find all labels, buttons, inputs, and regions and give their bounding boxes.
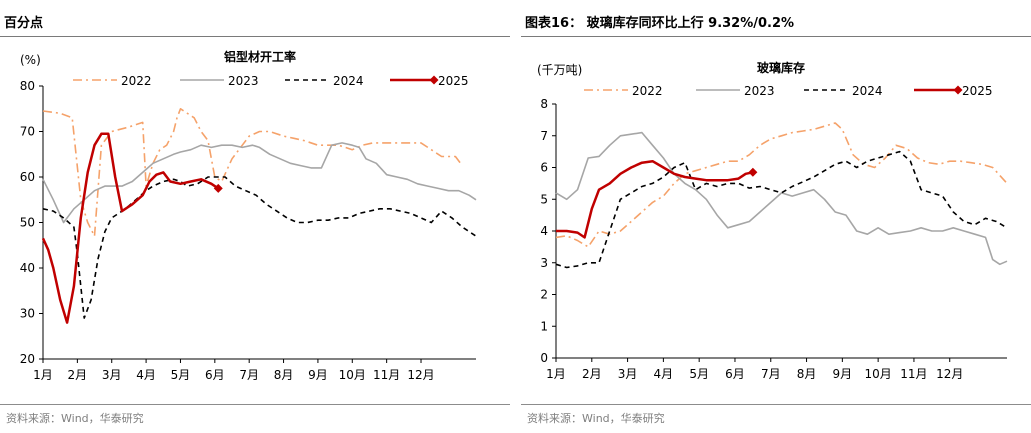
x-tick-label: 3月 (618, 367, 638, 381)
x-tick-label: 8月 (797, 367, 817, 381)
x-tick-label: 7月 (239, 368, 259, 382)
series-line-2023 (555, 131, 1008, 266)
x-tick-label: 5月 (171, 368, 191, 382)
x-tick-label: 5月 (689, 367, 709, 381)
right-source-note: 资料来源：Wind，华泰研究 (527, 412, 665, 425)
y-tick-label: 6 (540, 161, 548, 175)
series-line-2024 (555, 150, 1008, 269)
x-tick-label: 2月 (582, 367, 602, 381)
x-tick-label: 12月 (407, 368, 434, 382)
x-tick-label: 11月 (373, 368, 400, 382)
y-axis-unit-label: (%) (20, 53, 41, 67)
series-line-2025 (556, 159, 754, 239)
x-tick-label: 9月 (308, 368, 328, 382)
legend-label-2025: 2025 (438, 74, 469, 88)
series-end-marker-2025 (213, 183, 223, 193)
x-tick-label: 8月 (274, 368, 294, 382)
aluminum-operating-rate-chart: 20 30 40 50 60 70 80 1月 2月 3月 4月 5月 6月 7月 8月 9月 10月 11月 12… (20, 49, 477, 382)
legend-label-2024: 2024 (333, 74, 364, 88)
series-line-2023 (42, 142, 477, 224)
y-tick-label: 0 (540, 351, 548, 365)
chart-title: 铝型材开工率 (224, 49, 296, 64)
x-tick-label: 12月 (936, 367, 963, 381)
y-tick-label: 60 (20, 170, 35, 184)
x-tick-label: 4月 (136, 368, 156, 382)
x-tick-label: 10月 (865, 367, 892, 381)
x-tick-label: 7月 (761, 367, 781, 381)
left-panel-footer (0, 404, 510, 405)
y-tick-label: 1 (540, 319, 548, 333)
x-tick-label: 1月 (546, 367, 566, 381)
legend-label-2022: 2022 (632, 84, 663, 98)
legend-label-2023: 2023 (228, 74, 259, 88)
legend-marker-2025 (953, 85, 963, 95)
right-panel-title: 图表16： 玻璃库存同环比上行 9.32%/0.2% (525, 16, 795, 31)
right-chart-panel: 图表16： 玻璃库存同环比上行 9.32%/0.2% 0 1 2 3 4 5 6 7 8 1月 2月… (521, 0, 1031, 433)
y-tick-label: 3 (540, 256, 548, 270)
y-tick-label: 4 (540, 224, 548, 238)
series-line-2024 (42, 176, 477, 319)
y-tick-label: 40 (20, 261, 35, 275)
y-tick-label: 80 (20, 79, 35, 93)
series-end-marker-2025 (748, 167, 758, 177)
y-tick-label: 70 (20, 125, 35, 139)
legend-label-2023: 2023 (744, 84, 775, 98)
y-tick-label: 7 (540, 129, 548, 143)
chart-title: 玻璃库存 (757, 60, 805, 75)
glass-inventory-chart: 0 1 2 3 4 5 6 7 8 1月 2月 3月 4月 5月 6月 7月 8月 9月 10月 11月 12月 (千万吨… (537, 60, 1008, 381)
left-panel-header: 百分点 (0, 0, 510, 37)
legend-label-2022: 2022 (121, 74, 152, 88)
x-tick-label: 3月 (102, 368, 122, 382)
x-tick-label: 4月 (654, 367, 674, 381)
x-tick-label: 1月 (33, 368, 53, 382)
y-tick-label: 20 (20, 352, 35, 366)
y-tick-label: 2 (540, 288, 548, 302)
x-tick-label: 11月 (900, 367, 927, 381)
left-chart-panel: 百分点 20 30 40 50 60 70 80 1月 2月 3月 4月 5月 6月 7月 8月 9月 10月 1… (0, 0, 510, 433)
y-tick-label: 8 (540, 97, 548, 111)
series-line-2022 (555, 122, 1008, 248)
x-tick-label: 6月 (725, 367, 745, 381)
series-line-2025 (41, 132, 219, 324)
x-tick-label: 6月 (205, 368, 225, 382)
right-panel-footer (521, 404, 1031, 405)
legend-label-2025: 2025 (962, 84, 993, 98)
series-line-2022 (42, 108, 463, 237)
y-axis-unit-label: (千万吨) (537, 63, 582, 77)
x-tick-label: 10月 (339, 368, 366, 382)
x-tick-label: 9月 (833, 367, 853, 381)
right-panel-header: 图表16： 玻璃库存同环比上行 9.32%/0.2% (521, 0, 1031, 37)
x-tick-label: 2月 (68, 368, 88, 382)
legend-marker-2025 (429, 75, 439, 85)
legend-label-2024: 2024 (852, 84, 883, 98)
y-tick-label: 5 (540, 192, 548, 206)
y-tick-label: 50 (20, 216, 35, 230)
left-panel-title: 百分点 (4, 16, 44, 31)
y-tick-label: 30 (20, 307, 35, 321)
left-source-note: 资料来源：Wind，华泰研究 (6, 412, 144, 425)
